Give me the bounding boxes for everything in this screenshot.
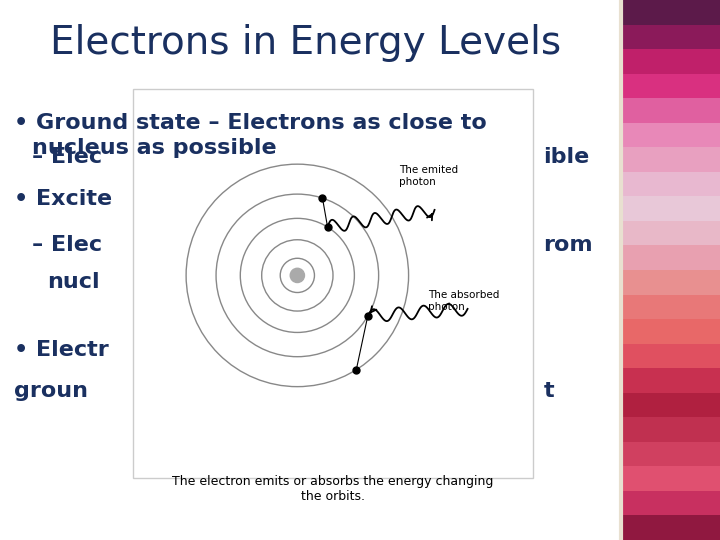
- Bar: [621, 368, 720, 393]
- Bar: [621, 417, 720, 442]
- Bar: [621, 123, 720, 147]
- Bar: [621, 270, 720, 294]
- Circle shape: [290, 268, 305, 282]
- Text: – Elec: – Elec: [32, 235, 102, 255]
- Text: groun: groun: [14, 381, 89, 401]
- Bar: [621, 147, 720, 172]
- Bar: [621, 172, 720, 197]
- Bar: [621, 491, 720, 516]
- Text: • Excite: • Excite: [14, 189, 112, 209]
- Bar: [621, 49, 720, 73]
- Bar: [133, 89, 533, 478]
- Bar: [621, 294, 720, 319]
- Bar: [621, 24, 720, 49]
- Bar: [621, 442, 720, 467]
- Text: The emited
photon: The emited photon: [399, 165, 458, 187]
- Text: – Elec: – Elec: [32, 147, 102, 167]
- Bar: [621, 467, 720, 491]
- Text: nucl: nucl: [47, 272, 99, 292]
- Text: rom: rom: [544, 235, 593, 255]
- Text: ible: ible: [544, 147, 590, 167]
- Text: t: t: [544, 381, 554, 401]
- Text: The absorbed
photon: The absorbed photon: [428, 291, 499, 312]
- Text: Electrons in Energy Levels: Electrons in Energy Levels: [50, 24, 562, 62]
- Bar: [621, 73, 720, 98]
- Bar: [621, 516, 720, 540]
- Bar: [621, 343, 720, 368]
- Text: The electron emits or absorbs the energy changing
the orbits.: The electron emits or absorbs the energy…: [172, 475, 494, 503]
- Bar: [621, 0, 720, 24]
- Text: • Electr: • Electr: [14, 340, 109, 360]
- Bar: [621, 98, 720, 123]
- Bar: [621, 221, 720, 246]
- Text: nucleus as possible: nucleus as possible: [32, 138, 277, 158]
- Text: • Ground state – Electrons as close to: • Ground state – Electrons as close to: [14, 113, 487, 133]
- Bar: [621, 393, 720, 417]
- Bar: [621, 246, 720, 270]
- Bar: [621, 197, 720, 221]
- Bar: [621, 319, 720, 343]
